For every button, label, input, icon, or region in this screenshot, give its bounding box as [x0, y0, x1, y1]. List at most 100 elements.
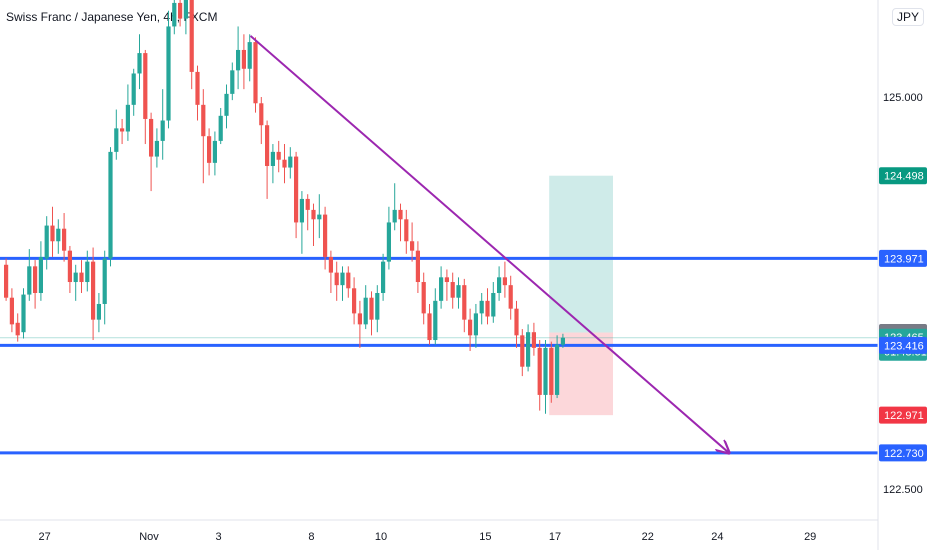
candle-body: [265, 125, 270, 166]
x-tick-label: 8: [308, 531, 314, 543]
candle-body: [444, 277, 449, 283]
candle-body: [369, 297, 374, 320]
candle-body: [85, 261, 90, 283]
x-tick-label: 27: [38, 531, 50, 543]
candle-body: [154, 140, 159, 157]
candle-body: [531, 332, 536, 348]
candle-body: [160, 120, 165, 141]
price-tag-label: 122.730: [884, 448, 924, 460]
candle-body: [479, 300, 484, 314]
candle-body: [183, 0, 188, 19]
x-tick-label: Nov: [139, 531, 159, 543]
candle-body: [439, 277, 444, 301]
x-tick-label: 10: [375, 531, 387, 543]
price-tags: 124.498123.971123.498123.46501:48:51123.…: [879, 167, 927, 462]
price-tag-label: 124.498: [884, 171, 924, 183]
price-tag-label: 123.416: [884, 340, 924, 352]
candle-body: [514, 308, 519, 336]
candle-body: [21, 294, 26, 333]
x-tick-label: 29: [804, 531, 816, 543]
candle-body: [282, 159, 287, 168]
x-tick-label: 15: [479, 531, 491, 543]
candle-body: [27, 266, 32, 295]
candle-body: [259, 103, 264, 126]
candle-body: [131, 73, 136, 105]
candle-body: [421, 282, 426, 314]
candle-body: [189, 0, 194, 72]
candle-body: [299, 198, 304, 223]
candle-body: [317, 214, 322, 220]
candle-body: [114, 128, 119, 152]
x-tick-label: 3: [216, 531, 222, 543]
candle-body: [410, 241, 415, 251]
candle-body: [15, 322, 20, 336]
candle-body: [73, 272, 78, 283]
candle-body: [79, 272, 84, 283]
candle-body: [392, 209, 397, 223]
target-zone: [549, 175, 613, 333]
candle-body: [125, 104, 130, 132]
candle-body: [44, 225, 49, 259]
candles: [4, 0, 565, 414]
candle-body: [340, 272, 345, 286]
candle-body: [120, 128, 125, 132]
candle-body: [456, 285, 461, 298]
candle-body: [172, 2, 177, 27]
candle-body: [560, 337, 565, 345]
candle-body: [549, 347, 554, 395]
candle-body: [485, 300, 490, 317]
candle-body: [427, 313, 432, 341]
candle-body: [62, 228, 67, 251]
candle-body: [328, 256, 333, 273]
price-tag: [879, 249, 927, 267]
x-tick-label: 22: [642, 531, 654, 543]
candle-body: [294, 156, 299, 223]
chart-title: Swiss Franc / Japanese Yen, 4h, FXCM: [6, 10, 218, 24]
candle-body: [305, 198, 310, 210]
candle-body: [375, 293, 380, 320]
x-tick-label: 17: [549, 531, 561, 543]
candle-body: [381, 261, 386, 293]
candle-body: [96, 303, 101, 320]
candle-body: [288, 156, 293, 168]
currency-badge[interactable]: JPY: [892, 8, 925, 26]
candle-body: [50, 225, 55, 242]
candle-body: [334, 272, 339, 286]
trendline: [249, 35, 730, 453]
candle-body: [537, 347, 542, 395]
candle-body: [56, 228, 61, 242]
candle-body: [218, 115, 223, 141]
candle-body: [38, 256, 43, 293]
candle-body: [91, 261, 96, 320]
candle-body: [224, 93, 229, 116]
price-tag: [879, 406, 927, 424]
price-tag: [879, 167, 927, 185]
candle-body: [195, 71, 200, 105]
price-tag: [879, 444, 927, 462]
candle-body: [149, 118, 154, 157]
candle-body: [404, 219, 409, 242]
candle-body: [502, 277, 507, 286]
candle-body: [108, 151, 113, 259]
candle-body: [201, 104, 206, 137]
candle-body: [555, 344, 560, 395]
candle-body: [253, 42, 258, 104]
y-tick-label: 125.000: [883, 92, 923, 104]
candle-body: [433, 300, 438, 341]
price-tag-label: 122.971: [884, 410, 924, 422]
candle-body: [207, 136, 212, 163]
price-tag-label: 123.971: [884, 253, 924, 265]
candle-body: [178, 2, 183, 19]
candle-body: [166, 26, 171, 121]
price-tag: [879, 336, 927, 354]
candle-body: [247, 42, 252, 69]
candle-body: [526, 332, 531, 367]
candle-body: [357, 313, 362, 325]
candle-body: [102, 258, 107, 304]
candle-body: [4, 264, 9, 298]
candle-body: [67, 250, 72, 283]
candle-body: [270, 151, 275, 166]
candle-body: [450, 282, 455, 298]
